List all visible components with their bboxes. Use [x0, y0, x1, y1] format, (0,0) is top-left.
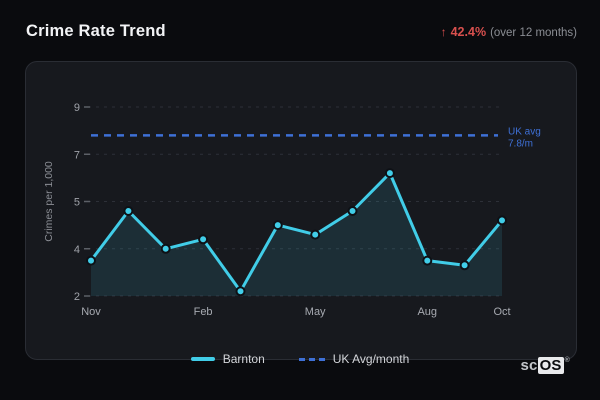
legend-label: UK Avg/month [332, 352, 410, 366]
data-point[interactable] [123, 206, 134, 216]
brand-suffix: OS [537, 357, 564, 374]
uk-avg-label: UK avg [508, 126, 541, 137]
data-point[interactable] [86, 255, 96, 266]
uk-avg-value-label: 7.8/m [508, 138, 533, 149]
legend-label: Barnton [222, 352, 265, 366]
crime-trend-chart: 2 4 5 7 9 Nov Feb May Aug Oct Crimes per 1,000 UK a… [43, 102, 541, 318]
uk-avg-dashed-swatch-icon [298, 357, 325, 361]
data-point[interactable] [459, 260, 470, 271]
series-line [89, 171, 504, 293]
x-tick-label: May [305, 306, 326, 318]
data-point[interactable] [198, 234, 209, 245]
brand-prefix: sc [520, 357, 538, 374]
legend-item-barnton[interactable]: Barnton [190, 352, 265, 366]
chart-legend: Barnton UK Avg/month [0, 352, 600, 366]
legend-item-uk-avg[interactable]: UK Avg/month [298, 352, 410, 366]
y-tick-label: 5 [74, 197, 80, 209]
x-tick-label: Nov [81, 306, 101, 318]
y-axis-title: Crimes per 1,000 [43, 161, 55, 242]
data-point[interactable] [235, 286, 246, 297]
data-point[interactable] [384, 168, 395, 179]
y-tick-label: 9 [74, 102, 80, 114]
x-tick-label: Feb [194, 306, 213, 318]
trend-delta-value: 42.4% [450, 24, 487, 39]
x-tick-label: Aug [417, 306, 437, 318]
data-point[interactable] [272, 220, 283, 231]
trend-up-arrow-icon: ↑ [440, 24, 447, 39]
registered-mark: ® [564, 357, 570, 364]
y-tick-label: 2 [74, 291, 80, 303]
series-area-fill [91, 173, 502, 296]
data-point[interactable] [422, 255, 433, 266]
header: Crime Rate Trend ↑ 42.4% (over 12 months… [26, 22, 577, 41]
barnton-line-swatch-icon [190, 357, 215, 361]
page-title: Crime Rate Trend [26, 22, 166, 40]
data-point[interactable] [347, 206, 358, 216]
y-tick-label: 4 [74, 244, 80, 256]
scos-logo: sc OS ® [520, 357, 570, 374]
trend-stat: ↑ 42.4% (over 12 months) [441, 25, 577, 39]
x-tick-label: Oct [493, 306, 510, 318]
data-point[interactable] [310, 229, 321, 240]
data-point[interactable] [497, 215, 507, 226]
trend-delta-context: (over 12 months) [490, 26, 577, 39]
data-point[interactable] [160, 243, 171, 254]
y-tick-label: 7 [74, 149, 80, 161]
chart-card: 2 4 5 7 9 Nov Feb May Aug Oct Crimes per 1,000 UK a… [25, 61, 577, 360]
